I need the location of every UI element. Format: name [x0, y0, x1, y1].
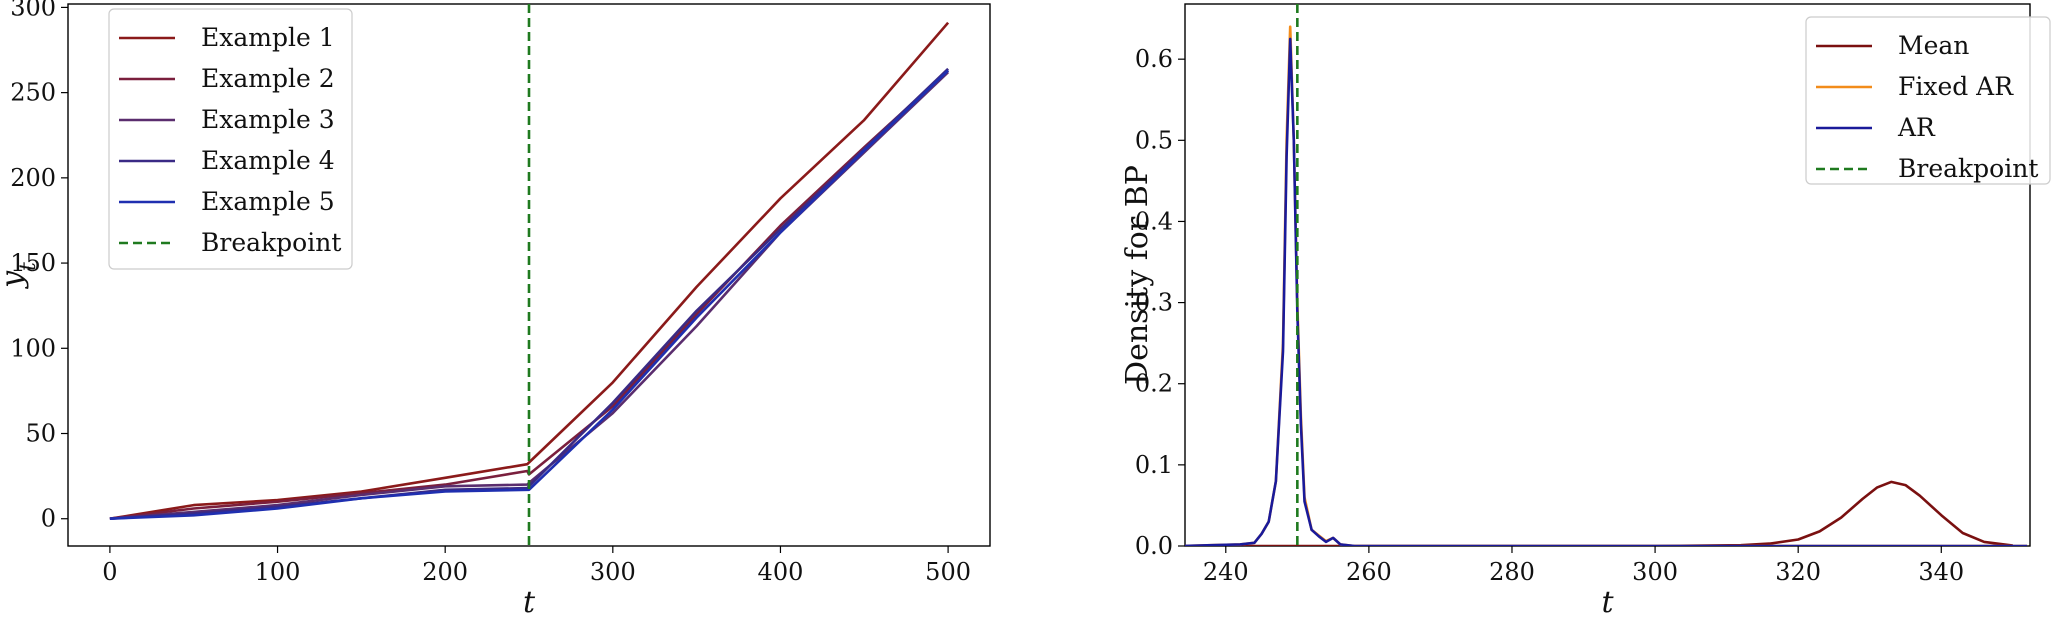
- y-axis-label-base: y: [0, 270, 30, 290]
- chart-panel-left: 0100200300400500050100150200250300tytExa…: [0, 0, 991, 620]
- series-line-1: [109, 21, 950, 520]
- x-tick-label-1: 100: [255, 558, 301, 586]
- chart-panel-right: 240 260 280 300 320 340 0.0 0.1 0.2 0.3 0.4 0.5 0.6 t…: [1120, 3, 2051, 620]
- y-tick-label-3: 150: [10, 249, 56, 277]
- legend-label-3: AR: [1897, 113, 1936, 142]
- x-tick-label-0: 0: [102, 558, 117, 586]
- plot-area: [109, 4, 950, 546]
- legend: Mean Fixed AR AR Breakpoint: [1805, 16, 2051, 185]
- legend-label-5: Example 5: [201, 187, 335, 216]
- x-tick-label-3: 300: [1632, 558, 1678, 586]
- x-tick-label-4: 400: [758, 558, 804, 586]
- y-tick-label-4: 0.4: [1135, 207, 1173, 235]
- x-tick-label-1: 260: [1346, 558, 1392, 586]
- y-tick-label-0: 0: [41, 505, 56, 533]
- y-tick-label-6: 0.6: [1135, 45, 1173, 73]
- x-axis-label: t: [523, 585, 536, 620]
- y-axis-label: Density for BP: [1120, 165, 1155, 385]
- x-tick-label-3: 300: [590, 558, 636, 586]
- x-axis-label: t: [1601, 585, 1614, 620]
- legend-label-3: Example 3: [201, 105, 335, 134]
- y-tick-label-0: 0.0: [1135, 532, 1173, 560]
- legend-box: [108, 8, 353, 270]
- series-line-1: [1185, 480, 2013, 546]
- y-tick-label-1: 0.1: [1135, 451, 1173, 479]
- legend-label-4: Breakpoint: [1898, 154, 2038, 183]
- y-tick-label-5: 0.5: [1135, 126, 1173, 154]
- legend-label-2: Fixed AR: [1898, 72, 2014, 101]
- series-line-5: [109, 69, 949, 520]
- y-tick-label-6: 300: [10, 0, 56, 21]
- y-axis-label: yt: [0, 262, 41, 290]
- y-tick-label-4: 200: [10, 164, 56, 192]
- y-tick-label-2: 100: [10, 334, 56, 362]
- series-line-3: [1185, 37, 2028, 546]
- legend: Example 1 Example 2 Example 3 Example 4 Exam…: [108, 8, 353, 270]
- y-axis-label-sub: t: [16, 262, 41, 271]
- legend-label-2: Example 2: [201, 64, 335, 93]
- plot-area: [1185, 4, 2028, 546]
- y-tick-label-1: 50: [25, 420, 56, 448]
- legend-label-1: Example 1: [201, 23, 335, 52]
- legend-box: [1805, 16, 2051, 185]
- x-tick-label-0: 240: [1203, 558, 1249, 586]
- legend-label-1: Mean: [1898, 31, 1969, 60]
- x-tick-label-5: 500: [925, 558, 971, 586]
- x-tick-label-4: 320: [1775, 558, 1821, 586]
- y-tick-label-5: 250: [10, 79, 56, 107]
- legend-label-4: Example 4: [201, 146, 335, 175]
- x-tick-label-2: 200: [422, 558, 468, 586]
- y-tick-label-3: 0.3: [1135, 289, 1173, 317]
- y-tick-label-2: 0.2: [1135, 370, 1173, 398]
- legend-label-6: Breakpoint: [201, 228, 341, 257]
- x-tick-label-2: 280: [1489, 558, 1535, 586]
- x-tick-label-5: 340: [1918, 558, 1964, 586]
